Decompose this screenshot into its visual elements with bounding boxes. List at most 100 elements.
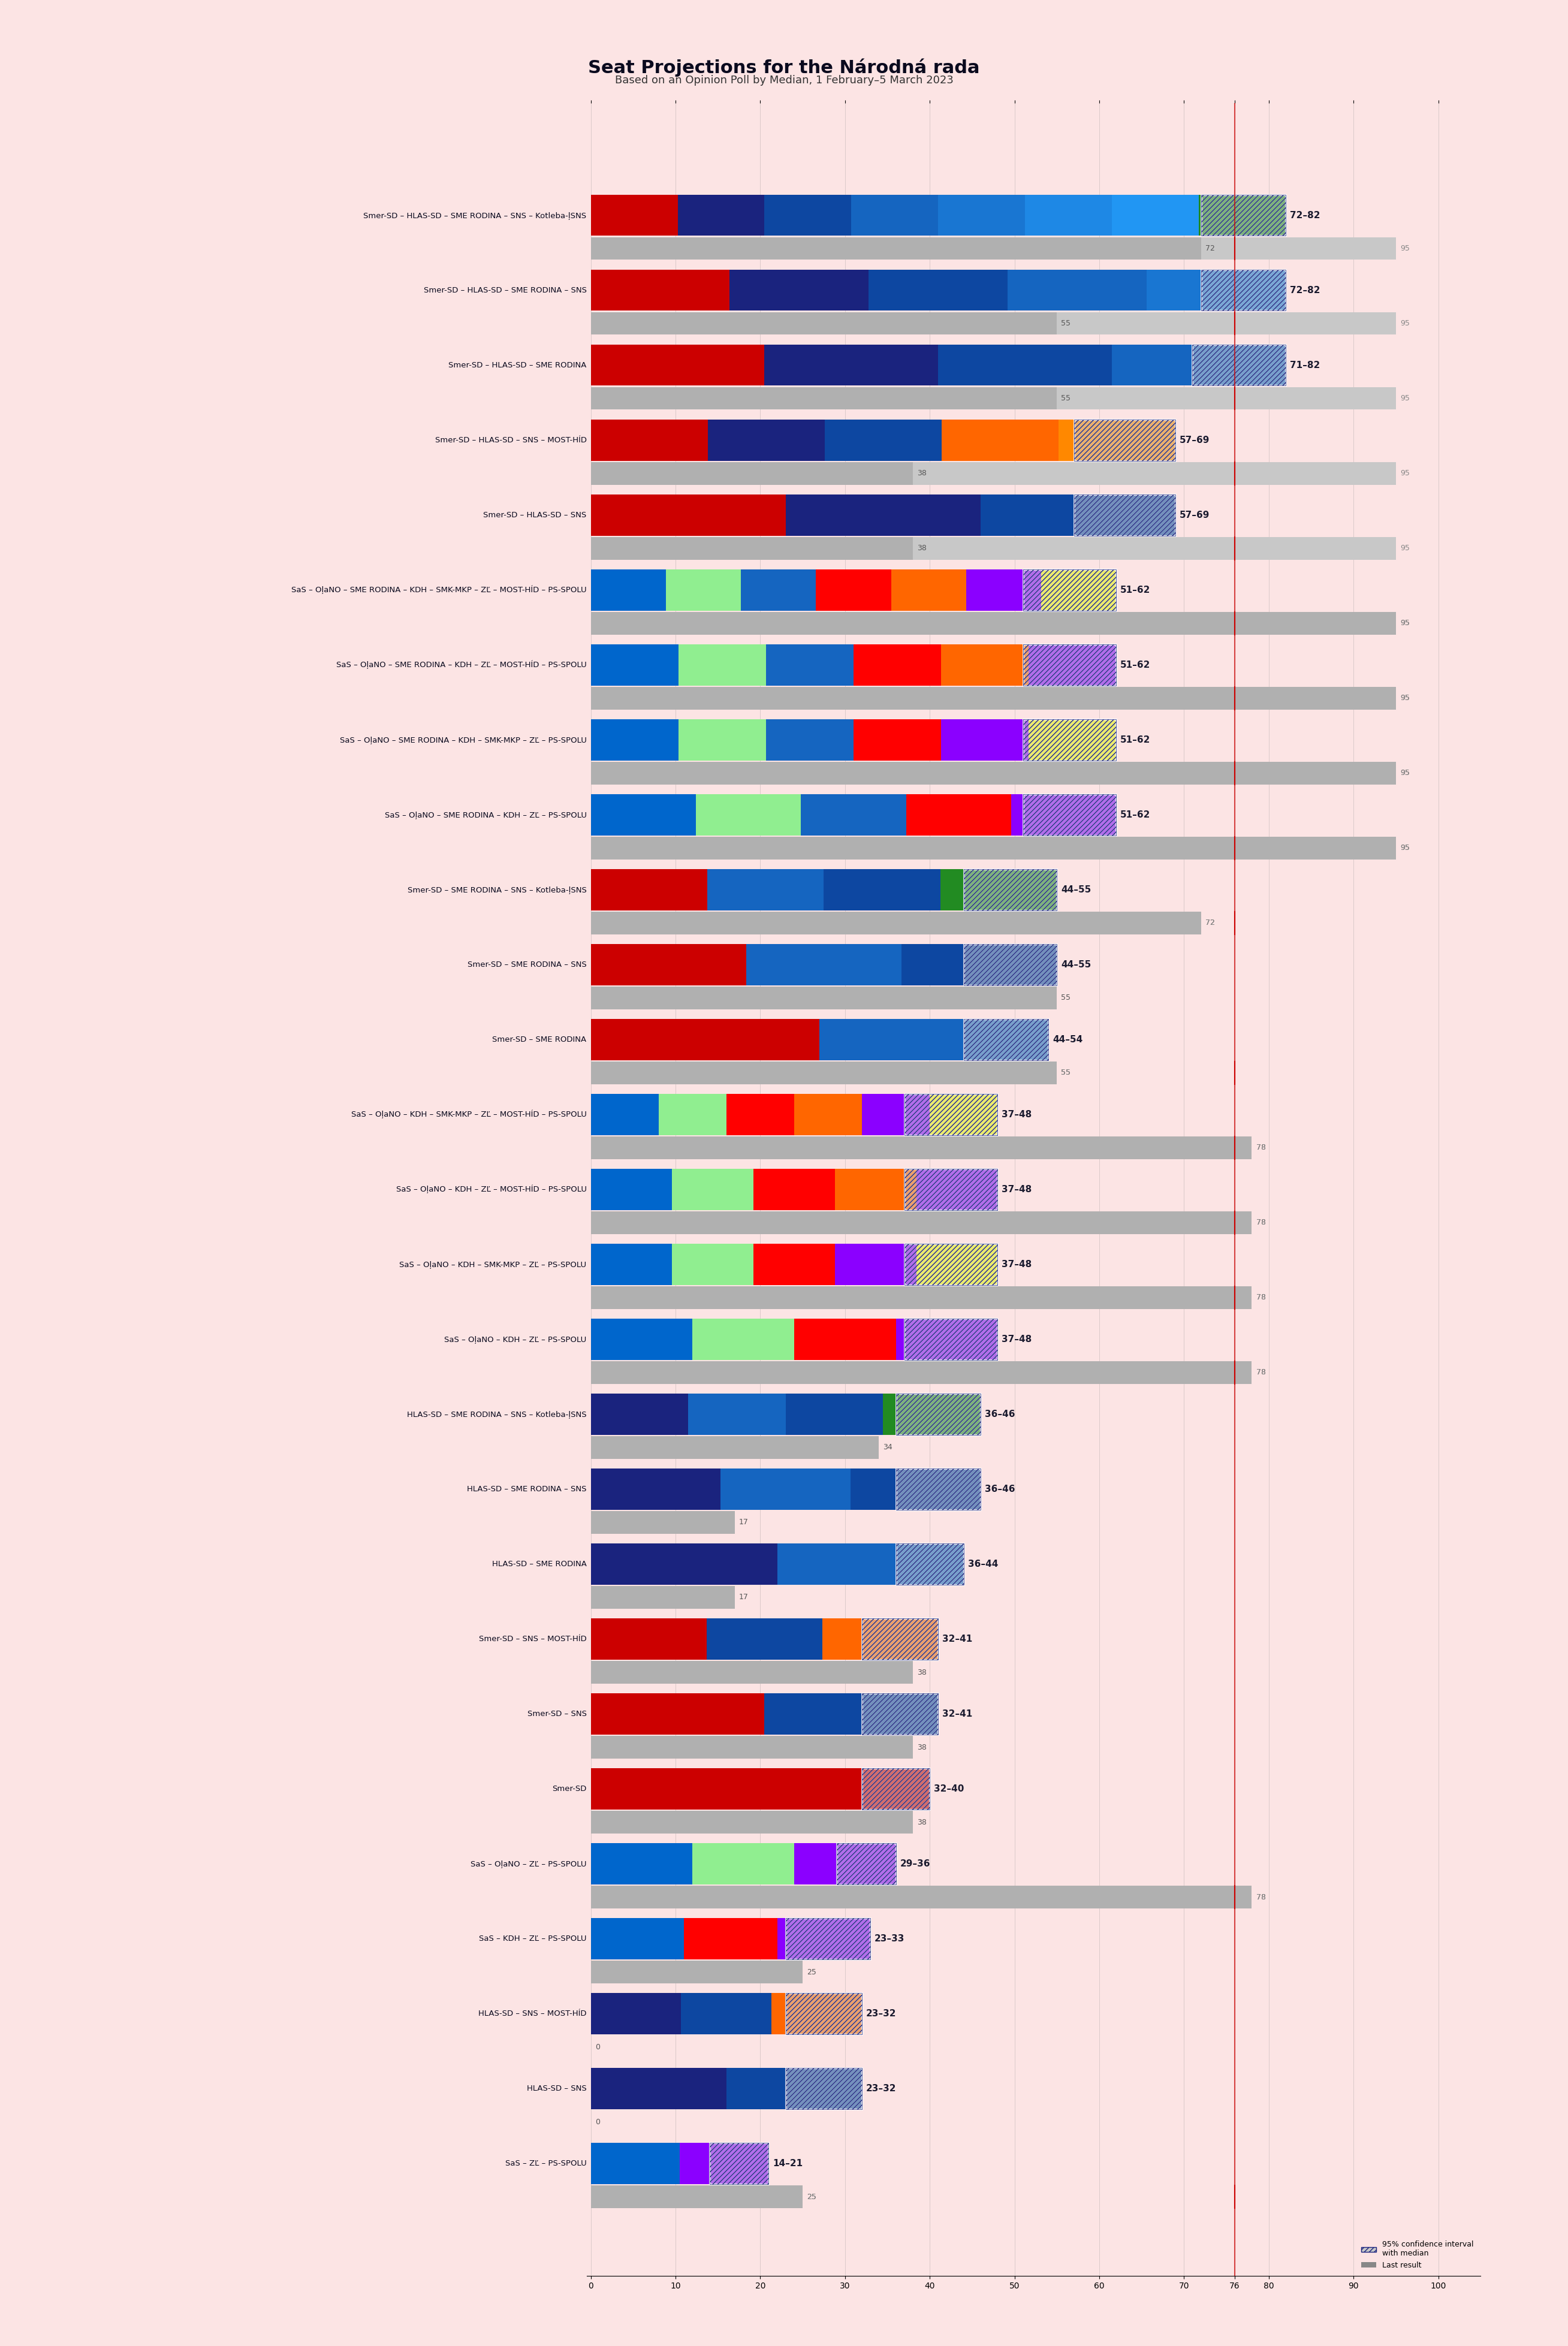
Bar [754,1243,834,1286]
Bar [1201,270,1286,310]
Text: 38: 38 [917,544,927,551]
Bar [726,2067,862,2109]
Bar [905,1318,997,1361]
Text: 95: 95 [1400,394,1410,401]
Bar [1022,793,1116,835]
Bar [591,1063,1057,1084]
Bar [709,2142,768,2184]
Bar [801,793,906,835]
Bar [726,1093,793,1135]
Text: 38: 38 [917,1818,927,1825]
Text: 78: 78 [1256,1293,1265,1302]
Text: 55: 55 [1062,394,1071,401]
Bar [591,1586,735,1609]
Bar [862,1619,938,1659]
Bar [591,270,729,310]
Bar [591,1544,778,1584]
Text: 51–62: 51–62 [1121,659,1151,669]
Bar [825,420,942,460]
Bar [916,1243,997,1286]
Bar [786,2067,862,2109]
Bar [591,312,1057,335]
Bar [721,1469,850,1511]
Bar [862,1769,930,1809]
Bar [964,1018,1049,1060]
Bar [823,868,941,910]
Text: Smer-SD – HLAS-SD – SME RODINA: Smer-SD – HLAS-SD – SME RODINA [448,361,586,368]
Text: Smer-SD – HLAS-SD – SNS – MOST-HÍD: Smer-SD – HLAS-SD – SNS – MOST-HÍD [434,436,586,443]
Bar [1074,420,1176,460]
Text: 78: 78 [1256,1293,1265,1302]
Bar [793,1844,895,1884]
Bar [591,237,1396,260]
Bar [786,1994,862,2034]
Bar [1022,570,1116,610]
Bar [1058,420,1176,460]
Text: 72: 72 [1206,244,1215,253]
Text: 0: 0 [594,2118,601,2125]
Text: HLAS-SD – SME RODINA – SNS – Kotleba-ļSNS: HLAS-SD – SME RODINA – SNS – Kotleba-ļSN… [408,1410,586,1417]
Bar [591,1286,1251,1309]
Bar [786,1919,870,1959]
Bar [869,270,1008,310]
Text: 36–44: 36–44 [967,1560,999,1569]
Bar [941,868,1057,910]
Bar [836,1844,895,1884]
Bar [1112,345,1286,385]
Bar [1074,420,1176,460]
Bar [964,943,1057,985]
Text: Seat Projections for the Národná rada: Seat Projections for the Národná rada [588,59,980,77]
Bar [673,1243,754,1286]
Bar [1146,270,1286,310]
Bar [862,1093,930,1135]
Text: 25: 25 [808,1968,817,1975]
Bar [895,1469,980,1511]
Bar [591,1694,765,1734]
Text: 95: 95 [1400,619,1410,626]
Text: 95: 95 [1400,619,1410,626]
Bar [1022,570,1116,610]
Text: 55: 55 [1062,1070,1071,1077]
Bar [591,687,1396,708]
Text: Smer-SD: Smer-SD [552,1785,586,1792]
Text: 36–46: 36–46 [985,1485,1014,1494]
Bar [591,913,1201,934]
Text: 17: 17 [739,1593,748,1602]
Bar [1022,720,1116,760]
Text: SaS – OļaNO – KDH – ZĽ – PS-SPOLU: SaS – OļaNO – KDH – ZĽ – PS-SPOLU [444,1335,586,1344]
Text: 95: 95 [1400,769,1410,777]
Bar [964,1018,1049,1060]
Bar [834,1168,916,1211]
Bar [591,1619,707,1659]
Bar [862,1619,938,1659]
Bar [916,1168,997,1211]
Bar [591,420,707,460]
Bar [679,645,765,685]
Bar [1201,195,1286,237]
Bar [786,495,980,535]
Text: HLAS-SD – SME RODINA: HLAS-SD – SME RODINA [492,1560,586,1567]
Bar [964,868,1057,910]
Bar [684,1919,778,1959]
Bar [591,1994,681,2034]
Bar [1201,270,1286,310]
Bar [591,537,1396,561]
Text: SaS – OļaNO – SME RODINA – KDH – SMK-MKP – ZĽ – PS-SPOLU: SaS – OļaNO – SME RODINA – KDH – SMK-MKP… [340,737,586,744]
Bar [591,1394,688,1436]
Bar [942,420,1058,460]
Bar [862,1769,930,1809]
Text: 38: 38 [917,1668,927,1675]
Text: 14–21: 14–21 [773,2158,803,2168]
Bar [1025,195,1112,237]
Bar [591,537,913,561]
Bar [591,838,1396,859]
Bar [707,420,825,460]
Bar [786,1919,870,1959]
Bar [591,1511,735,1534]
Bar [591,1361,1251,1384]
Text: 78: 78 [1256,1893,1265,1900]
Bar [709,2142,768,2184]
Bar [1022,793,1116,835]
Bar [778,1919,870,1959]
Bar [895,1469,980,1511]
